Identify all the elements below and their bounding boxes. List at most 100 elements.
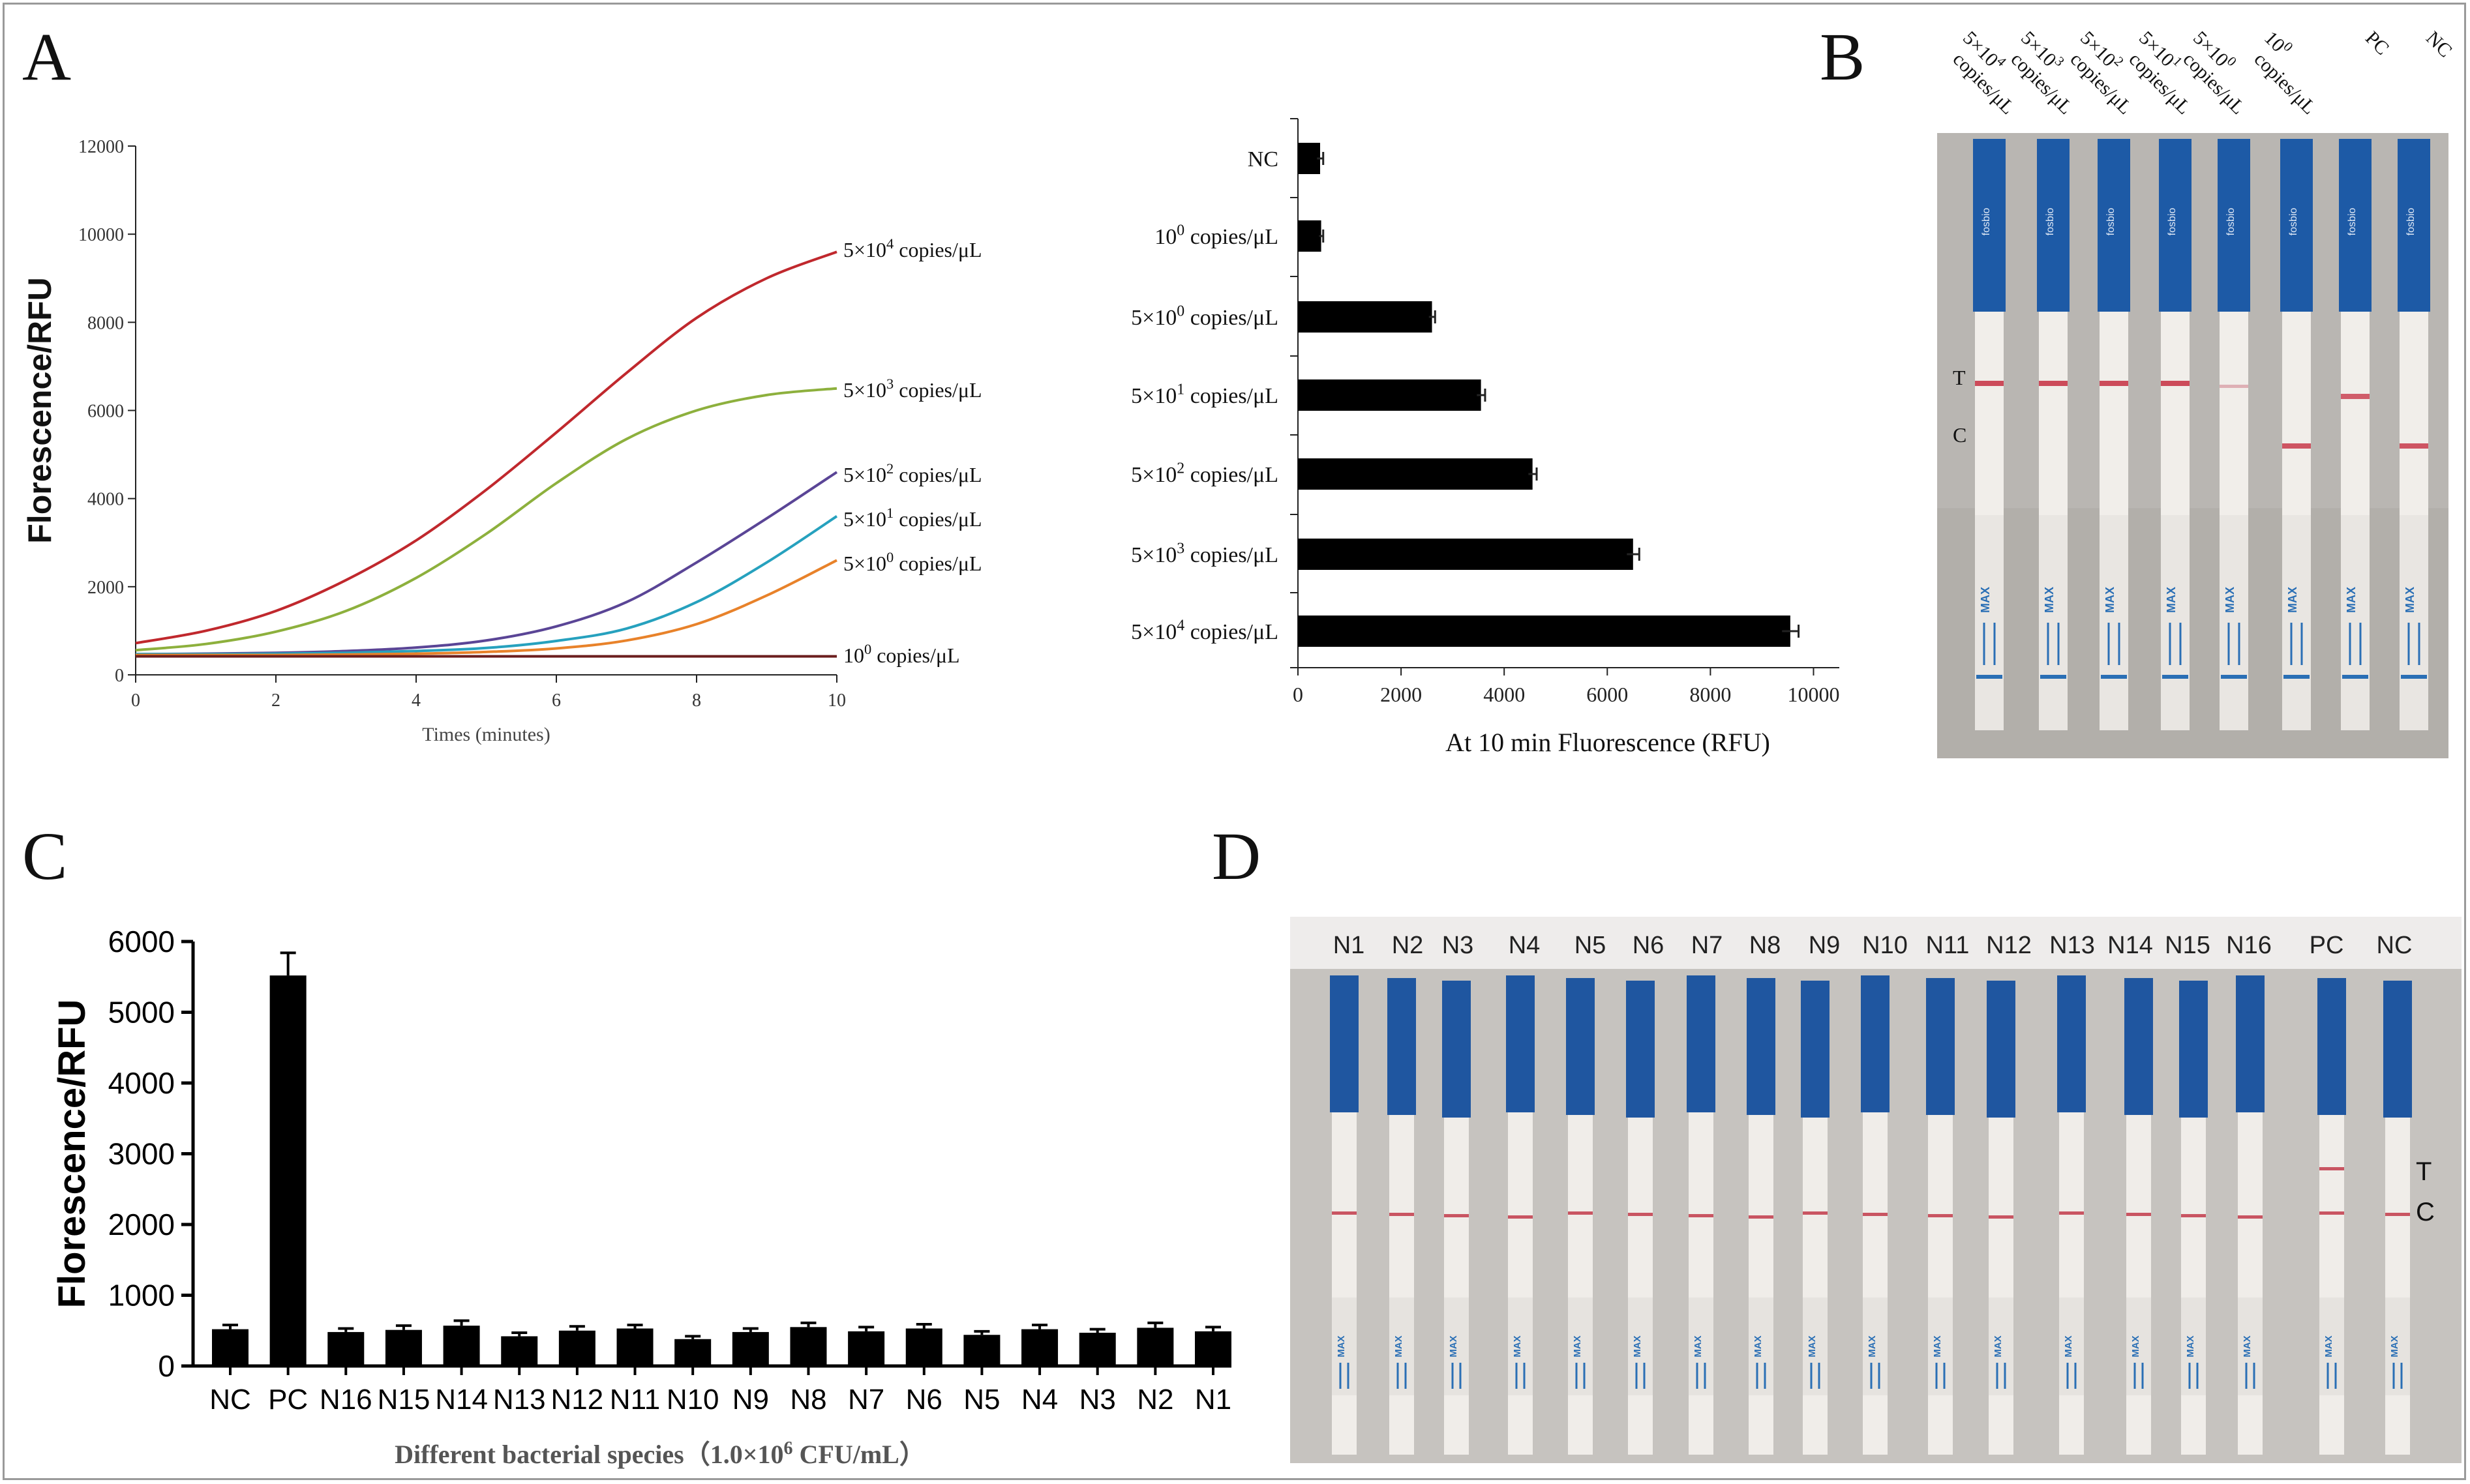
strip-max-text: MAX bbox=[1979, 587, 1992, 613]
strip-cassette-top bbox=[1687, 975, 1715, 1112]
strip-label: N9 bbox=[1809, 932, 1841, 959]
bar-10^0 bbox=[1298, 220, 1321, 252]
strip-cassette-top bbox=[1330, 975, 1359, 1112]
strip-control-line bbox=[1444, 1214, 1469, 1217]
bar-5×10^4 bbox=[1298, 616, 1790, 647]
strip-control-line bbox=[2126, 1213, 2151, 1216]
x-tick-label: N2 bbox=[1137, 1384, 1173, 1416]
x-tick-label: N1 bbox=[1195, 1384, 1231, 1416]
strip-lower bbox=[2238, 1298, 2263, 1395]
strip-body bbox=[1928, 1115, 1953, 1455]
strip-test-line bbox=[2039, 381, 2068, 386]
strip-lower bbox=[1928, 1298, 1953, 1395]
strip-control-line bbox=[2238, 1215, 2263, 1219]
strip-lower bbox=[2400, 515, 2428, 730]
strip-label: N14 bbox=[2107, 932, 2153, 959]
bar-N2 bbox=[1137, 1328, 1174, 1366]
panel-label-c: C bbox=[22, 819, 68, 894]
strip-max-text: MAX bbox=[1393, 1335, 1404, 1357]
series-label: 5×101 copies/μL bbox=[843, 505, 982, 531]
strip-max-text: MAX bbox=[2130, 1335, 2141, 1357]
strip-lower bbox=[2059, 1298, 2084, 1395]
strip-body bbox=[1444, 1118, 1469, 1455]
panel-label-b: B bbox=[1820, 20, 1865, 95]
strip-max-text: MAX bbox=[2403, 587, 2417, 613]
strip-lower bbox=[2161, 515, 2190, 730]
bar-N16 bbox=[327, 1331, 365, 1366]
bar-N7 bbox=[848, 1331, 885, 1366]
strip-body bbox=[1332, 1112, 1357, 1455]
x-tick-label: N15 bbox=[378, 1384, 430, 1416]
strip-lower bbox=[2282, 515, 2311, 730]
strip-cassette-top bbox=[1747, 978, 1775, 1115]
strip-control-line bbox=[1628, 1213, 1653, 1216]
photo-label-area bbox=[1290, 917, 2462, 969]
x-tick-label: 2 bbox=[271, 690, 280, 711]
strip-lower bbox=[2126, 1298, 2151, 1395]
strip-max-text: MAX bbox=[2286, 587, 2299, 613]
strip-control-line bbox=[1989, 1215, 2013, 1219]
x-tick-label: NC bbox=[209, 1384, 251, 1416]
series-label: 5×100 copies/μL bbox=[843, 549, 982, 575]
strip-control-line bbox=[2385, 1213, 2410, 1216]
strip-control-line bbox=[1928, 1214, 1953, 1217]
x-tick-label: N13 bbox=[493, 1384, 546, 1416]
strip-max-text: MAX bbox=[2185, 1335, 2196, 1357]
strip-lower bbox=[2100, 515, 2128, 730]
bar-N3 bbox=[1079, 1333, 1116, 1366]
bar-N5 bbox=[963, 1335, 1001, 1366]
c-line-label: C bbox=[1953, 423, 1966, 447]
x-tick-label: 2000 bbox=[1380, 683, 1422, 706]
strip-cassette-top bbox=[2218, 139, 2250, 312]
strip-control-line bbox=[1689, 1214, 1713, 1217]
bar-5×10^0 bbox=[1298, 301, 1432, 333]
x-tick-label: N10 bbox=[667, 1384, 719, 1416]
bar-N4 bbox=[1021, 1329, 1059, 1366]
strip-cassette-top bbox=[1801, 981, 1830, 1118]
bar-PC bbox=[269, 975, 307, 1366]
strip-lower bbox=[1989, 1298, 2013, 1395]
y-tick-label: 6000 bbox=[108, 925, 175, 958]
strip-label: N12 bbox=[1986, 932, 2032, 959]
bar-N15 bbox=[385, 1329, 422, 1366]
strip-mark bbox=[2162, 675, 2188, 679]
strip-label: N4 bbox=[1509, 932, 1541, 959]
strip-control-line bbox=[1749, 1215, 1773, 1219]
strip-control-line bbox=[2400, 443, 2428, 449]
series-line-3-510 bbox=[135, 387, 837, 652]
x-tick-label: 6000 bbox=[1586, 683, 1628, 706]
x-tick-label: 10000 bbox=[1787, 683, 1839, 706]
strip-test-line bbox=[2161, 381, 2190, 386]
strip-max-text: MAX bbox=[1448, 1335, 1459, 1357]
strip-cassette-top bbox=[1926, 978, 1955, 1115]
strip-label: N6 bbox=[1633, 932, 1664, 959]
strip-test-line bbox=[2220, 385, 2248, 388]
strip-brand: fosbio bbox=[2288, 208, 2299, 236]
y-tick-label: 4000 bbox=[108, 1066, 175, 1100]
endpoint-bar-chart: 0 2000 4000 6000 8000 10000 At 10 min Fluoresc… bbox=[1131, 118, 1839, 757]
strip-mark bbox=[2221, 675, 2247, 679]
strip-body bbox=[1989, 1118, 2013, 1455]
strip-body bbox=[2126, 1115, 2151, 1455]
x-tick-label: 8 bbox=[692, 690, 701, 711]
strip-body bbox=[2238, 1112, 2263, 1455]
category-label: 5×102 copies/μL bbox=[1131, 460, 1278, 487]
strip-cassette-top bbox=[2280, 139, 2313, 312]
strip-max-text: MAX bbox=[2345, 587, 2358, 613]
strip-max-text: MAX bbox=[1632, 1335, 1643, 1357]
category-label: NC bbox=[1248, 147, 1278, 171]
strip-label: N7 bbox=[1691, 932, 1723, 959]
strip-max-text: MAX bbox=[2165, 587, 2178, 613]
strip-lower bbox=[1389, 1298, 1414, 1395]
strip-max-text: MAX bbox=[1693, 1335, 1704, 1357]
bar-N1 bbox=[1195, 1331, 1231, 1366]
strip-label: N3 bbox=[1442, 932, 1474, 959]
y-tick-label: 5000 bbox=[108, 996, 175, 1030]
x-axis-title: Times (minutes) bbox=[422, 724, 550, 745]
x-tick-label: N8 bbox=[790, 1384, 826, 1416]
strip-cassette-top bbox=[1506, 975, 1535, 1112]
series-line-4-510 bbox=[135, 250, 837, 645]
x-axis-title: At 10 min Fluorescence (RFU) bbox=[1445, 728, 1770, 757]
strip-lower bbox=[2181, 1298, 2206, 1395]
strip-brand: fosbio bbox=[2105, 208, 2116, 236]
